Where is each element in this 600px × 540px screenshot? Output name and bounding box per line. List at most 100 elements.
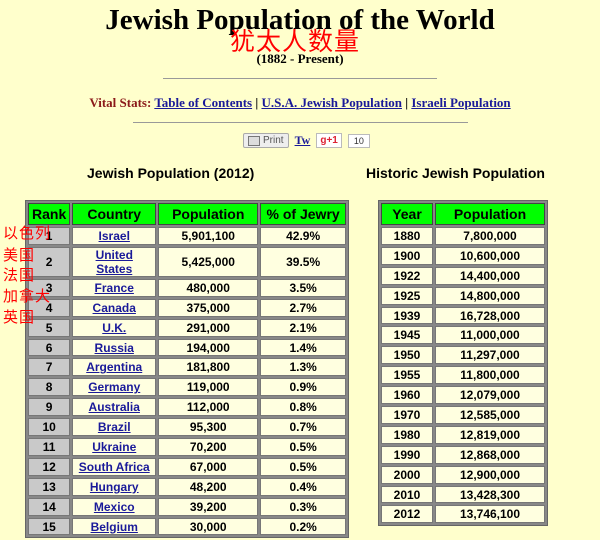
population-cell: 112,000 — [158, 398, 259, 417]
header-historic-population: Population — [435, 203, 545, 225]
population-cell: 119,000 — [158, 378, 259, 397]
country-link[interactable]: Canada — [92, 300, 136, 315]
table-row: 1950 11,297,000 — [381, 346, 545, 365]
rank-cell: 11 — [28, 438, 71, 456]
rank-cell: 14 — [28, 497, 71, 516]
historic-population-cell: 10,600,000 — [435, 246, 545, 265]
population-cell: 67,000 — [158, 457, 259, 476]
share-count: 10 — [347, 133, 370, 148]
year-cell: 1900 — [381, 246, 433, 265]
population-cell: 30,000 — [158, 517, 259, 536]
table-row: 1945 11,000,000 — [381, 326, 545, 345]
country-link[interactable]: Germany — [88, 380, 141, 395]
country-link[interactable]: Brazil — [97, 420, 131, 435]
percent-cell: 0.9% — [260, 378, 346, 397]
historic-population-cell: 16,728,000 — [435, 306, 545, 325]
country-link[interactable]: South Africa — [78, 459, 150, 474]
country-link[interactable]: United States — [95, 247, 133, 276]
annotation-france: 法国 — [3, 266, 36, 284]
annotation-united-states: 美国 — [3, 246, 36, 264]
country-cell: Brazil — [72, 418, 157, 437]
percent-cell: 0.2% — [260, 517, 346, 536]
chinese-title-annotation: 犹太人数量 — [230, 27, 361, 56]
historic-population-cell: 11,297,000 — [435, 346, 545, 365]
link-usa-jewish-population[interactable]: U.S.A. Jewish Population — [261, 95, 402, 110]
country-cell: France — [72, 278, 157, 297]
population-cell: 5,901,100 — [158, 227, 259, 245]
page-subtitle: (1882 - Present) — [256, 51, 344, 66]
percent-cell: 0.8% — [260, 398, 346, 417]
header-percent-jewry: % of Jewry — [260, 203, 346, 225]
table-row: 7 Argentina 181,800 1.3% — [28, 358, 346, 377]
population-cell: 95,300 — [158, 418, 259, 437]
historic-population-cell: 11,000,000 — [435, 326, 545, 345]
historic-population-title: Historic Jewish Population — [366, 165, 545, 181]
table-row: 1880 7,800,000 — [381, 227, 545, 245]
rank-cell: 8 — [28, 378, 71, 397]
table-row: 9 Australia 112,000 0.8% — [28, 398, 346, 417]
country-link[interactable]: Australia — [88, 400, 140, 415]
table-row: 2 United States 5,425,000 39.5% — [28, 246, 346, 277]
percent-cell: 0.7% — [260, 418, 346, 437]
population-cell: 181,800 — [158, 358, 259, 377]
header-rank: Rank — [28, 203, 71, 225]
historic-population-cell: 13,746,100 — [435, 505, 545, 524]
share-bar: Print Tw g+1 10 — [243, 133, 370, 148]
country-cell: Germany — [72, 378, 157, 397]
table-row: 2000 12,900,000 — [381, 465, 545, 484]
print-button[interactable]: Print — [243, 133, 289, 148]
country-cell: U.K. — [72, 318, 157, 337]
table-row: 4 Canada 375,000 2.7% — [28, 298, 346, 317]
year-cell: 1990 — [381, 445, 433, 464]
year-cell: 1955 — [381, 366, 433, 385]
country-cell: Hungary — [72, 477, 157, 496]
rank-cell: 2 — [28, 246, 71, 277]
year-cell: 1960 — [381, 386, 433, 405]
country-cell: South Africa — [72, 457, 157, 476]
year-cell: 1939 — [381, 306, 433, 325]
table-row: 1970 12,585,000 — [381, 406, 545, 424]
year-cell: 2012 — [381, 505, 433, 524]
link-table-of-contents[interactable]: Table of Contents — [154, 95, 253, 110]
link-israeli-population[interactable]: Israeli Population — [411, 95, 511, 110]
rank-cell: 4 — [28, 298, 71, 317]
country-link[interactable]: France — [94, 280, 134, 295]
table-header-row: Rank Country Population % of Jewry — [28, 203, 346, 225]
rank-cell: 7 — [28, 358, 71, 377]
country-cell: Russia — [72, 338, 157, 357]
nav-divider — [133, 122, 468, 123]
historic-population-table: Year Population 1880 7,800,000 1900 10,600,… — [378, 200, 548, 527]
table-row: 12 South Africa 67,000 0.5% — [28, 457, 346, 476]
population-cell: 194,000 — [158, 338, 259, 357]
country-link[interactable]: U.K. — [102, 320, 127, 335]
year-cell: 1945 — [381, 326, 433, 345]
historic-population-cell: 14,800,000 — [435, 286, 545, 305]
table-row: 1955 11,800,000 — [381, 366, 545, 385]
country-link[interactable]: Israel — [98, 228, 130, 243]
country-link[interactable]: Mexico — [93, 499, 135, 514]
percent-cell: 3.5% — [260, 278, 346, 297]
printer-icon — [248, 135, 260, 146]
rank-cell: 3 — [28, 278, 71, 297]
country-link[interactable]: Russia — [94, 340, 134, 355]
table-row: 6 Russia 194,000 1.4% — [28, 338, 346, 357]
country-cell: Israel — [72, 227, 157, 245]
vital-stats-nav: Vital Stats: Table of Contents | U.S.A. … — [0, 95, 600, 111]
percent-cell: 1.3% — [260, 358, 346, 377]
country-link[interactable]: Argentina — [86, 360, 143, 375]
percent-cell: 2.7% — [260, 298, 346, 317]
print-label: Print — [263, 135, 284, 146]
table-row: 1925 14,800,000 — [381, 286, 545, 305]
country-link[interactable]: Belgium — [90, 519, 138, 534]
tweet-button[interactable]: Tw — [294, 133, 311, 147]
annotation-israel: 以色列 — [3, 224, 52, 242]
population-cell: 5,425,000 — [158, 246, 259, 277]
country-link[interactable]: Hungary — [89, 479, 139, 494]
google-plus-button[interactable]: g+1 — [316, 133, 342, 148]
population-cell: 48,200 — [158, 477, 259, 496]
percent-cell: 0.4% — [260, 477, 346, 496]
country-link[interactable]: Ukraine — [92, 439, 137, 454]
historic-population-cell: 13,428,300 — [435, 485, 545, 504]
rank-cell: 13 — [28, 477, 71, 496]
rank-cell: 10 — [28, 418, 71, 437]
